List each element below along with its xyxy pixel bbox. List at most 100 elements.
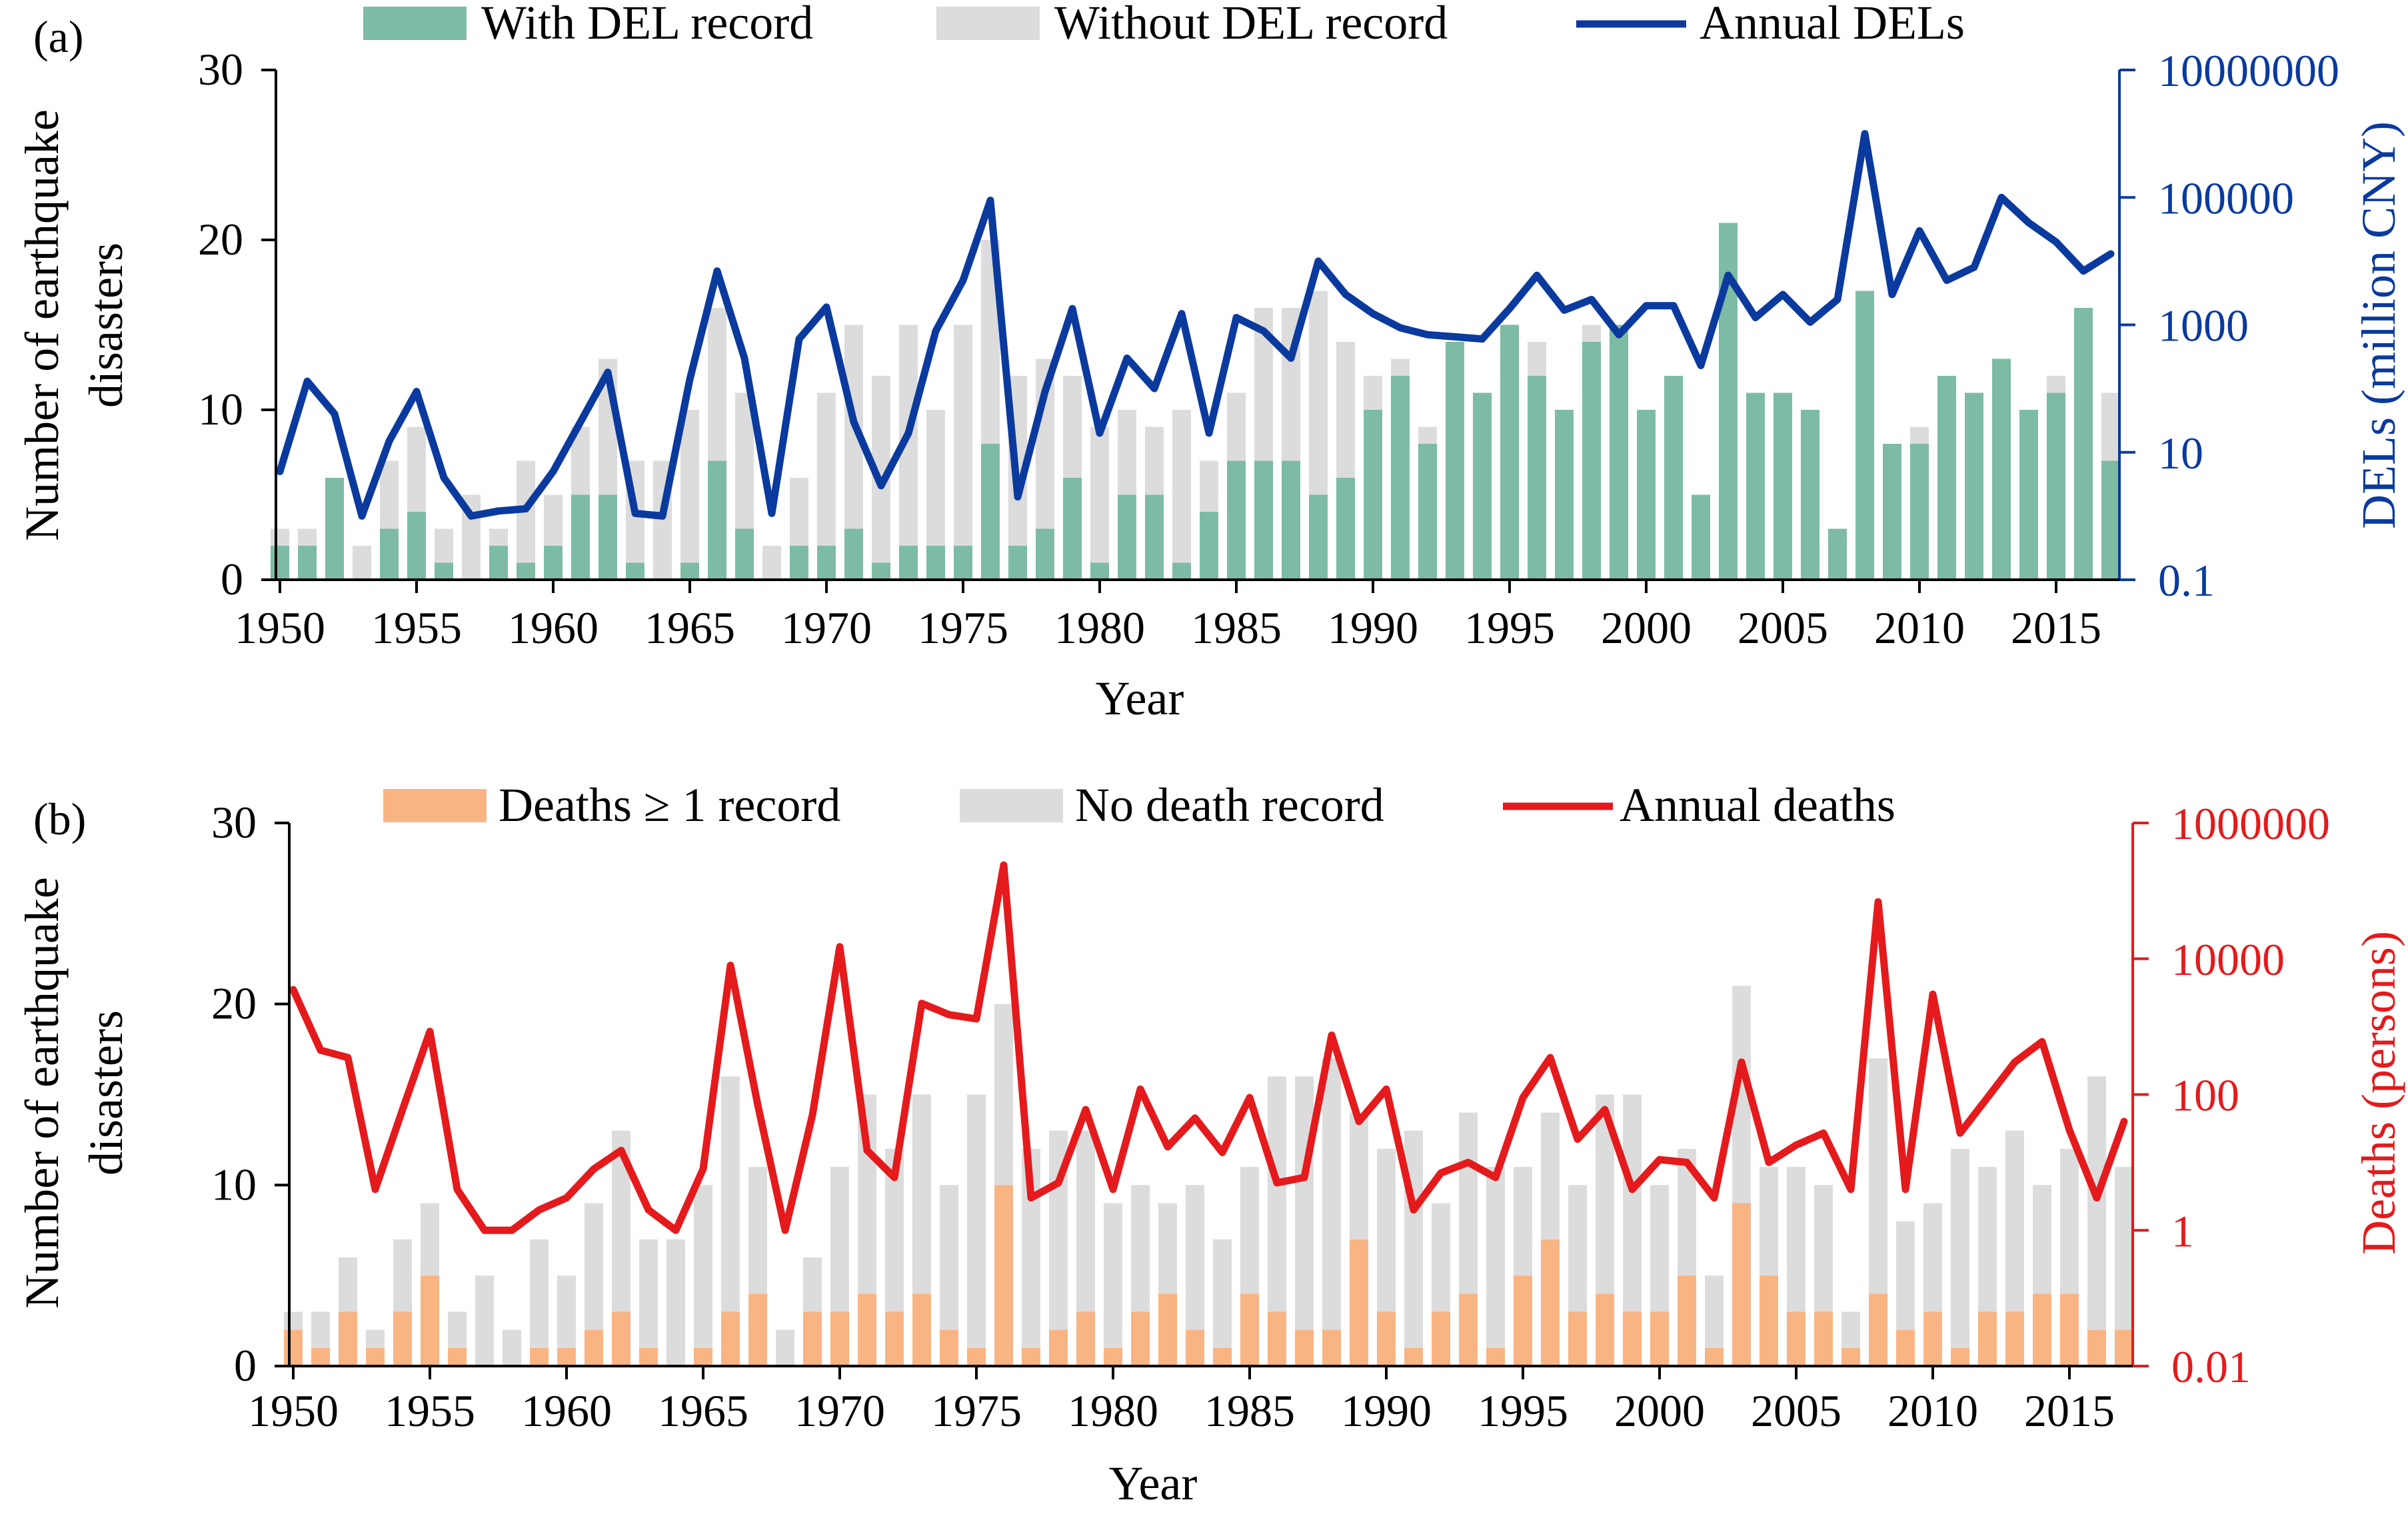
bar-without-del-record-1970 xyxy=(817,392,836,546)
bar-no-death-record-1955 xyxy=(421,1203,439,1276)
bar-deaths-1-record-1974 xyxy=(940,1329,958,1366)
left-tick-label: 0 xyxy=(234,1340,257,1391)
bar-without-del-record-1975 xyxy=(954,325,972,546)
bar-with-del-record-2012 xyxy=(1965,392,1983,580)
line-annual-series xyxy=(289,861,2128,1234)
bar-deaths-1-record-1990 xyxy=(1377,1311,1396,1366)
bar-with-del-record-2017 xyxy=(2101,460,2120,580)
x-tick-label: 1970 xyxy=(794,1385,885,1436)
bar-deaths-1-record-1977 xyxy=(1022,1347,1040,1366)
bar-deaths-1-record-1981 xyxy=(1131,1311,1150,1366)
bar-with-del-record-1954 xyxy=(380,528,399,580)
bar-with-del-record-1999 xyxy=(1610,325,1628,580)
bar-no-death-record-1958 xyxy=(503,1329,521,1366)
bar-without-del-record-1991 xyxy=(1391,359,1410,376)
right-tick-label: 1000000 xyxy=(2171,798,2330,849)
bar-with-del-record-1987 xyxy=(1282,460,1300,580)
x-tick-label: 1985 xyxy=(1191,602,1282,653)
bar-with-del-record-1988 xyxy=(1309,494,1328,580)
bar-deaths-1-record-1970 xyxy=(830,1311,849,1366)
bar-without-del-record-1960 xyxy=(544,494,563,546)
bar-no-death-record-1966 xyxy=(721,1076,740,1312)
bar-with-del-record-1978 xyxy=(1036,528,1054,580)
x-tick-label: 1980 xyxy=(1068,1385,1158,1436)
bar-deaths-1-record-1993 xyxy=(1459,1293,1478,1366)
right-tick-label: 10 xyxy=(2158,428,2203,478)
x-tick-label: 1990 xyxy=(1341,1385,1432,1436)
bar-no-death-record-1980 xyxy=(1104,1203,1122,1348)
bar-deaths-1-record-1971 xyxy=(858,1293,876,1366)
bar-no-death-record-1954 xyxy=(393,1239,412,1312)
left-axis-title-line1: Number of earthquake xyxy=(15,109,69,541)
bar-with-del-record-1986 xyxy=(1254,460,1273,580)
x-tick-label: 1950 xyxy=(248,1385,339,1436)
bar-deaths-1-record-2001 xyxy=(1678,1275,1696,1366)
bar-without-del-record-1968 xyxy=(762,546,781,580)
bar-deaths-1-record-1959 xyxy=(530,1347,549,1366)
bar-no-death-record-2015 xyxy=(2060,1149,2079,1294)
bar-no-death-record-1981 xyxy=(1131,1185,1150,1312)
bar-without-del-record-1983 xyxy=(1172,410,1191,563)
bar-with-del-record-1969 xyxy=(790,546,808,580)
bar-deaths-1-record-2014 xyxy=(2033,1293,2051,1366)
bar-no-death-record-1989 xyxy=(1350,1112,1368,1239)
bar-with-del-record-1974 xyxy=(926,546,945,580)
bar-no-death-record-1995 xyxy=(1514,1167,1532,1276)
bar-no-death-record-1951 xyxy=(311,1311,330,1348)
bar-deaths-1-record-1955 xyxy=(421,1275,439,1366)
x-tick-label: 2005 xyxy=(1738,602,1828,653)
panel-label: (b) xyxy=(33,794,86,844)
x-tick-label: 2015 xyxy=(2024,1385,2115,1436)
bar-deaths-1-record-2000 xyxy=(1650,1311,1669,1366)
bar-no-death-record-1953 xyxy=(366,1329,385,1348)
bar-without-del-record-1966 xyxy=(708,308,726,461)
bar-without-del-record-1979 xyxy=(1063,376,1082,478)
bar-with-del-record-1956 xyxy=(435,562,453,580)
legend-swatch-box xyxy=(960,789,1063,822)
x-tick-label: 1995 xyxy=(1464,602,1555,653)
bar-no-death-record-1967 xyxy=(748,1167,767,1294)
bar-without-del-record-1953 xyxy=(353,546,371,580)
bar-with-del-record-2016 xyxy=(2074,308,2093,580)
right-tick-label: 0.1 xyxy=(2158,555,2215,606)
bar-with-del-record-1966 xyxy=(708,460,726,580)
bar-no-death-record-1984 xyxy=(1213,1239,1232,1348)
bar-deaths-1-record-1991 xyxy=(1404,1347,1423,1366)
bar-no-death-record-1957 xyxy=(475,1275,494,1366)
panel-a-del-chart: 0 10 20 30 0.1 10 1000 100000 10000000 1950 1955 19… xyxy=(15,0,2405,725)
bar-without-del-record-2015 xyxy=(2047,376,2065,393)
bar-with-del-record-1993 xyxy=(1446,342,1464,580)
right-tick-label: 100000 xyxy=(2158,173,2294,223)
bar-without-del-record-1981 xyxy=(1118,410,1136,495)
bar-deaths-1-record-1994 xyxy=(1486,1347,1505,1366)
bar-deaths-1-record-2016 xyxy=(2087,1329,2106,1366)
left-tick-label: 10 xyxy=(198,384,243,434)
bar-with-del-record-1960 xyxy=(544,546,563,580)
panel-b-deaths-chart: 0 10 20 30 0.01 1 100 10000 1000000 1950 1955 1960 1… xyxy=(15,778,2405,1510)
bar-with-del-record-1962 xyxy=(599,494,617,580)
bar-deaths-1-record-1961 xyxy=(585,1329,603,1366)
x-tick-label: 1970 xyxy=(781,602,872,653)
bar-no-death-record-2000 xyxy=(1650,1185,1669,1312)
bar-deaths-1-record-1989 xyxy=(1350,1239,1368,1366)
bar-no-death-record-1965 xyxy=(694,1185,712,1348)
bar-no-death-record-1990 xyxy=(1377,1149,1396,1312)
bar-deaths-1-record-1984 xyxy=(1213,1347,1232,1366)
bar-no-death-record-1956 xyxy=(448,1311,467,1348)
bar-without-del-record-1985 xyxy=(1227,392,1246,461)
bar-no-death-record-1994 xyxy=(1486,1167,1505,1348)
bar-without-del-record-1954 xyxy=(380,460,399,529)
bar-no-death-record-1975 xyxy=(967,1094,986,1348)
bar-deaths-1-record-1980 xyxy=(1104,1347,1122,1366)
right-tick-label: 10000000 xyxy=(2158,45,2339,96)
bar-deaths-1-record-1992 xyxy=(1432,1311,1450,1366)
left-axis-title-line2: disasters xyxy=(79,243,133,408)
legend-entry-label: Deaths ≥ 1 record xyxy=(499,778,840,832)
bar-deaths-1-record-2006 xyxy=(1814,1311,1833,1366)
bar-with-del-record-2001 xyxy=(1664,376,1683,580)
right-tick-label: 10000 xyxy=(2171,934,2285,985)
bar-no-death-record-2013 xyxy=(2005,1130,2024,1312)
x-tick-label: 2015 xyxy=(2011,602,2101,653)
bar-without-del-record-1980 xyxy=(1090,426,1109,563)
